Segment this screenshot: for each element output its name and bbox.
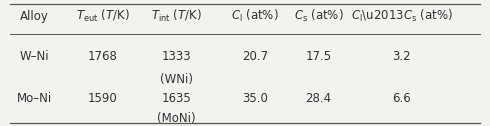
Text: 1635: 1635 (162, 92, 191, 105)
Text: 20.7: 20.7 (242, 50, 268, 63)
Text: $\mathit{T}_\mathregular{eut}$ ($\mathit{T}$/K): $\mathit{T}_\mathregular{eut}$ ($\mathit… (76, 8, 130, 24)
Text: 1768: 1768 (88, 50, 118, 63)
Text: (MoNi): (MoNi) (157, 112, 196, 125)
Text: 6.6: 6.6 (392, 92, 411, 105)
Text: (WNi): (WNi) (160, 73, 193, 86)
Text: $\mathit{T}_\mathregular{int}$ ($\mathit{T}$/K): $\mathit{T}_\mathregular{int}$ ($\mathit… (151, 8, 202, 24)
Text: Alloy: Alloy (20, 10, 49, 23)
Text: 28.4: 28.4 (305, 92, 332, 105)
Text: W–Ni: W–Ni (20, 50, 49, 63)
Text: 1333: 1333 (162, 50, 191, 63)
Text: Mo–Ni: Mo–Ni (17, 92, 52, 105)
Text: 1590: 1590 (88, 92, 118, 105)
Text: $\mathit{C}_\mathregular{l}$\u2013$\mathit{C}_\mathregular{s}$ (at%): $\mathit{C}_\mathregular{l}$\u2013$\math… (351, 8, 453, 24)
Text: $\mathit{C}_\mathregular{l}$ (at%): $\mathit{C}_\mathregular{l}$ (at%) (231, 8, 279, 24)
Text: 35.0: 35.0 (242, 92, 268, 105)
Text: 17.5: 17.5 (305, 50, 332, 63)
Text: $\mathit{C}_\mathregular{s}$ (at%): $\mathit{C}_\mathregular{s}$ (at%) (294, 8, 343, 24)
Text: 3.2: 3.2 (392, 50, 411, 63)
